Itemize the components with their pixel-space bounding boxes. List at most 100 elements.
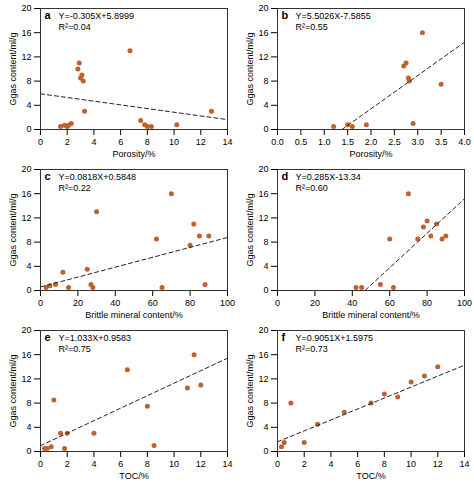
- svg-text:12: 12: [196, 459, 206, 469]
- svg-text:100: 100: [457, 298, 472, 308]
- svg-text:c: c: [45, 170, 51, 182]
- svg-text:12: 12: [196, 137, 206, 147]
- svg-text:8: 8: [26, 398, 31, 408]
- svg-text:0: 0: [275, 459, 280, 469]
- svg-text:Brittle mineral content/%: Brittle mineral content/%: [322, 310, 420, 320]
- svg-text:f: f: [282, 331, 286, 343]
- svg-text:Ggas content/ml/g: Ggas content/ml/g: [245, 32, 255, 105]
- svg-text:Porosity/%: Porosity/%: [349, 149, 392, 159]
- svg-text:16: 16: [258, 189, 268, 199]
- svg-text:20: 20: [21, 3, 31, 13]
- svg-text:d: d: [282, 170, 289, 182]
- svg-text:0: 0: [275, 298, 280, 308]
- svg-text:TOC/%: TOC/%: [119, 471, 148, 481]
- svg-text:Ggas content/ml/g: Ggas content/ml/g: [8, 193, 18, 266]
- svg-text:3.0: 3.0: [411, 137, 424, 147]
- svg-text:10: 10: [169, 137, 179, 147]
- svg-text:1.5: 1.5: [341, 137, 354, 147]
- svg-text:16: 16: [21, 350, 31, 360]
- svg-text:20: 20: [21, 325, 31, 335]
- svg-text:6: 6: [355, 459, 360, 469]
- svg-text:14: 14: [459, 459, 469, 469]
- svg-text:R²=0.04: R²=0.04: [59, 22, 91, 32]
- svg-text:12: 12: [433, 459, 443, 469]
- svg-text:8: 8: [145, 137, 150, 147]
- svg-text:Ggas content/ml/g: Ggas content/ml/g: [245, 193, 255, 266]
- svg-text:R²=0.60: R²=0.60: [296, 183, 328, 193]
- svg-text:8: 8: [263, 398, 268, 408]
- svg-text:b: b: [282, 9, 289, 21]
- svg-text:3.5: 3.5: [435, 137, 448, 147]
- svg-text:8: 8: [382, 459, 387, 469]
- svg-text:R²=0.55: R²=0.55: [296, 22, 328, 32]
- svg-text:Y=1.033X+0.9583: Y=1.033X+0.9583: [59, 333, 132, 343]
- svg-text:60: 60: [385, 298, 395, 308]
- svg-text:Y=0.0818X+0.5848: Y=0.0818X+0.5848: [59, 172, 137, 182]
- svg-text:4: 4: [26, 100, 31, 110]
- svg-text:20: 20: [258, 164, 268, 174]
- svg-text:0: 0: [263, 446, 268, 456]
- svg-text:10: 10: [406, 459, 416, 469]
- svg-text:4: 4: [263, 261, 268, 271]
- svg-text:4: 4: [26, 261, 31, 271]
- svg-text:4: 4: [26, 422, 31, 432]
- svg-text:12: 12: [258, 52, 268, 62]
- svg-text:0: 0: [26, 446, 31, 456]
- svg-text:16: 16: [258, 28, 268, 38]
- svg-text:a: a: [45, 9, 52, 21]
- svg-text:4: 4: [328, 459, 333, 469]
- svg-text:14: 14: [222, 137, 232, 147]
- svg-text:0: 0: [38, 459, 43, 469]
- svg-text:12: 12: [258, 374, 268, 384]
- svg-text:80: 80: [422, 298, 432, 308]
- svg-text:100: 100: [220, 298, 235, 308]
- svg-text:60: 60: [148, 298, 158, 308]
- svg-text:R²=0.75: R²=0.75: [59, 344, 91, 354]
- svg-text:8: 8: [145, 459, 150, 469]
- svg-text:R²=0.73: R²=0.73: [296, 344, 328, 354]
- svg-text:20: 20: [258, 3, 268, 13]
- svg-text:2.0: 2.0: [365, 137, 378, 147]
- svg-text:20: 20: [258, 325, 268, 335]
- svg-text:8: 8: [263, 237, 268, 247]
- svg-text:0: 0: [26, 285, 31, 295]
- svg-text:e: e: [45, 331, 51, 343]
- svg-text:Y=5.5026X-7.5855: Y=5.5026X-7.5855: [296, 11, 371, 21]
- svg-text:TOC/%: TOC/%: [356, 471, 385, 481]
- svg-text:Ggas content/ml/g: Ggas content/ml/g: [8, 354, 18, 427]
- svg-text:0: 0: [38, 137, 43, 147]
- svg-text:12: 12: [21, 374, 31, 384]
- svg-text:Ggas content/ml/g: Ggas content/ml/g: [8, 32, 18, 105]
- svg-text:Brittle mineral content/%: Brittle mineral content/%: [85, 310, 183, 320]
- svg-text:0: 0: [26, 124, 31, 134]
- svg-text:0.0: 0.0: [271, 137, 284, 147]
- svg-text:20: 20: [310, 298, 320, 308]
- svg-text:40: 40: [347, 298, 357, 308]
- svg-text:8: 8: [26, 237, 31, 247]
- svg-text:0: 0: [263, 285, 268, 295]
- svg-text:2: 2: [302, 459, 307, 469]
- svg-text:16: 16: [21, 28, 31, 38]
- svg-text:2: 2: [65, 459, 70, 469]
- svg-text:2.5: 2.5: [388, 137, 401, 147]
- svg-text:12: 12: [21, 213, 31, 223]
- svg-text:20: 20: [21, 164, 31, 174]
- svg-text:2: 2: [65, 137, 70, 147]
- svg-text:40: 40: [110, 298, 120, 308]
- svg-text:8: 8: [263, 76, 268, 86]
- svg-text:80: 80: [185, 298, 195, 308]
- svg-text:12: 12: [258, 213, 268, 223]
- svg-text:8: 8: [26, 76, 31, 86]
- svg-text:4: 4: [91, 459, 96, 469]
- svg-text:0: 0: [263, 124, 268, 134]
- svg-text:Y=0.9051X+1.5975: Y=0.9051X+1.5975: [296, 333, 374, 343]
- svg-text:0: 0: [38, 298, 43, 308]
- svg-text:0.5: 0.5: [295, 137, 308, 147]
- svg-text:4.0: 4.0: [458, 137, 471, 147]
- svg-text:20: 20: [73, 298, 83, 308]
- svg-text:4: 4: [263, 422, 268, 432]
- svg-text:10: 10: [169, 459, 179, 469]
- svg-text:Y=0.285X-13.34: Y=0.285X-13.34: [296, 172, 361, 182]
- svg-text:14: 14: [222, 459, 232, 469]
- svg-text:16: 16: [21, 189, 31, 199]
